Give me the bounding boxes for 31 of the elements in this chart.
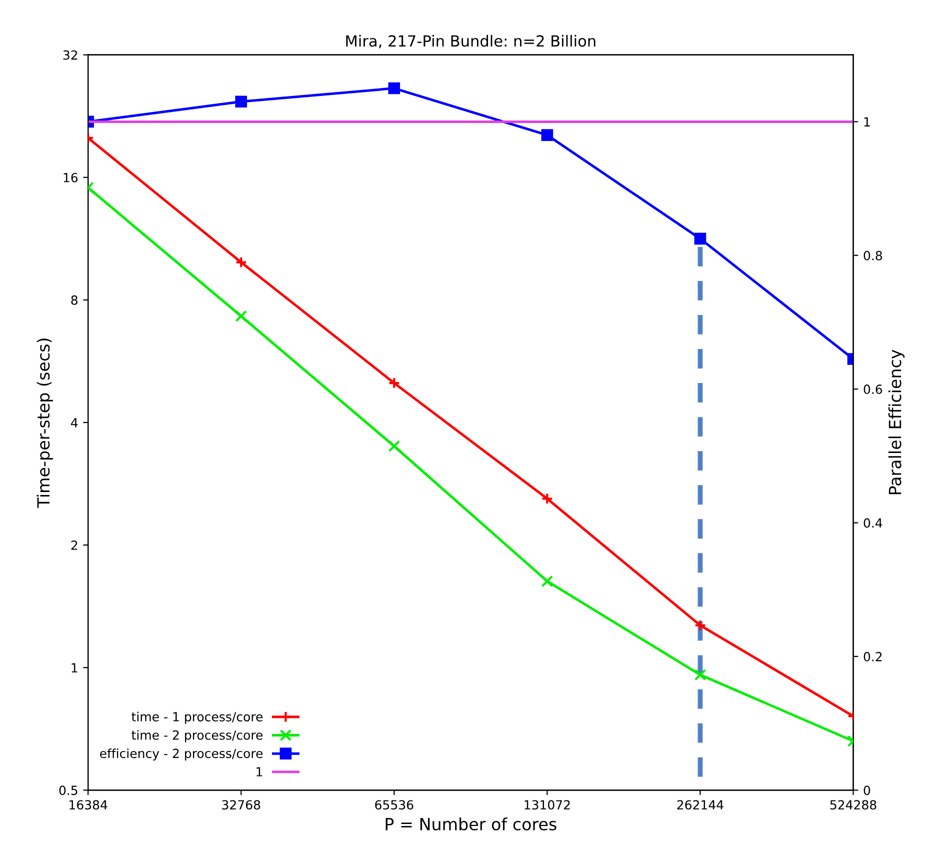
y-tick-label: 0.5 xyxy=(59,786,78,796)
y2-tick-label: 0 xyxy=(864,786,870,796)
y2-axis-title: Parallel Efficiency xyxy=(888,350,905,494)
x-tick-label: 65536 xyxy=(375,800,414,810)
y2-tick-label: 0.2 xyxy=(864,652,882,662)
x-axis-title: P = Number of cores xyxy=(386,818,556,830)
legend-label: efficiency - 2 process/core xyxy=(100,748,263,761)
y-tick-label: 32 xyxy=(63,50,78,60)
legend-label: time - 1 process/core xyxy=(132,712,263,724)
y-tick-label: 16 xyxy=(64,172,78,182)
y-tick-label: 2 xyxy=(71,540,78,550)
y2-tick-label: 0.8 xyxy=(864,250,882,260)
y-axis-title: Time-per-step (secs) xyxy=(36,338,53,508)
y2-tick-label: 1 xyxy=(864,117,870,126)
y2-tick-label: 0.6 xyxy=(864,384,882,394)
legend-label: time - 2 process/core xyxy=(132,730,263,742)
point xyxy=(541,492,554,505)
y2-tick-label: 0.4 xyxy=(864,518,882,528)
x-tick-label: 32768 xyxy=(222,800,260,810)
x-tick-label: 16384 xyxy=(70,800,108,810)
legend-label: 1 xyxy=(256,767,262,776)
y-tick-label: 1 xyxy=(72,663,78,672)
y-tick-label: 4 xyxy=(71,418,78,428)
chart-title: Mira, 217-Pin Bundle: n=2 Billion xyxy=(346,34,596,48)
point xyxy=(541,575,554,588)
x-tick-label: 262144 xyxy=(677,800,724,810)
y-tick-label: 8 xyxy=(71,295,78,305)
x-tick-label: 131072 xyxy=(524,800,570,810)
point xyxy=(388,440,400,452)
x-tick-label: 524288 xyxy=(830,800,876,810)
point xyxy=(388,377,400,389)
